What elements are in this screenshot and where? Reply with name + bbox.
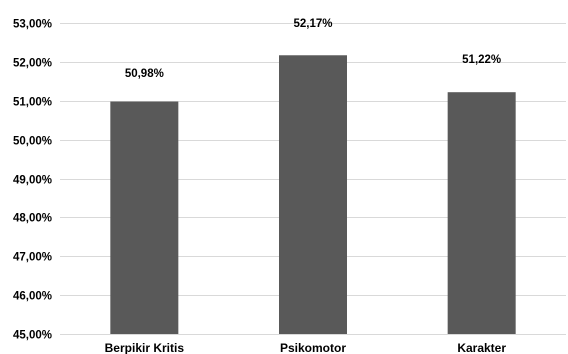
y-tick-label: 51,00%	[13, 97, 52, 109]
bars	[110, 55, 516, 335]
x-category-label: Psikomotor	[280, 341, 346, 354]
data-label: 50,98%	[125, 68, 164, 80]
data-label: 52,17%	[293, 18, 332, 30]
x-category-label: Berpikir Kritis	[105, 341, 185, 354]
y-tick-label: 50,00%	[13, 136, 52, 148]
bar-karakter	[447, 92, 516, 334]
y-tick-label: 53,00%	[13, 19, 52, 31]
x-category-label: Karakter	[457, 341, 506, 354]
bar-berpikir-kritis	[110, 101, 179, 334]
y-tick-label: 47,00%	[13, 252, 52, 264]
y-tick-label: 46,00%	[13, 291, 52, 303]
y-tick-label: 52,00%	[13, 58, 52, 70]
data-labels: 50,98% 52,17% 51,22%	[125, 18, 501, 80]
y-tick-label: 48,00%	[13, 213, 52, 225]
y-axis-ticks: 45,00% 46,00% 47,00% 48,00% 49,00% 50,00% 51,0…	[13, 19, 52, 342]
y-tick-label: 45,00%	[13, 330, 52, 342]
bar-psikomotor	[279, 55, 347, 335]
x-axis-categories: Berpikir Kritis Psikomotor Karakter	[105, 341, 507, 354]
data-label: 51,22%	[462, 54, 501, 66]
y-tick-label: 49,00%	[13, 175, 52, 187]
